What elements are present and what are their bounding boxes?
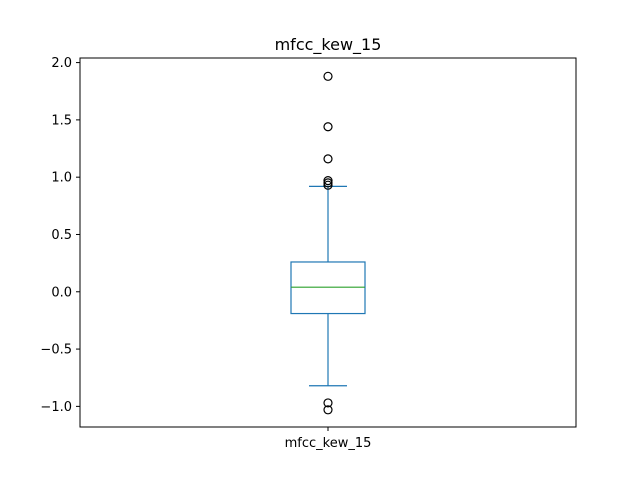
outlier-point	[323, 122, 333, 132]
y-tick-label: 0.0	[51, 285, 72, 300]
y-tick-label: 0.5	[51, 228, 72, 243]
y-tick-label: −1.0	[40, 400, 72, 415]
y-tick-label: 1.5	[51, 113, 72, 128]
outlier-point	[323, 180, 333, 190]
outlier-point	[323, 154, 333, 164]
chart-title: mfcc_kew_15	[275, 35, 382, 55]
outlier-point	[323, 178, 333, 188]
outlier-point	[323, 176, 333, 186]
outlier-point	[323, 71, 333, 81]
outlier-point	[323, 398, 333, 408]
plot-area: −1.0 −0.5 0.0 0.5 1.0 1.5 2.0 mfcc_kew_15	[40, 56, 577, 451]
y-tick-label: 1.0	[51, 171, 72, 186]
y-tick-label: 2.0	[51, 56, 72, 71]
outlier-point	[323, 405, 333, 415]
x-tick-label: mfcc_kew_15	[285, 436, 372, 451]
y-tick-label: −0.5	[40, 343, 72, 358]
